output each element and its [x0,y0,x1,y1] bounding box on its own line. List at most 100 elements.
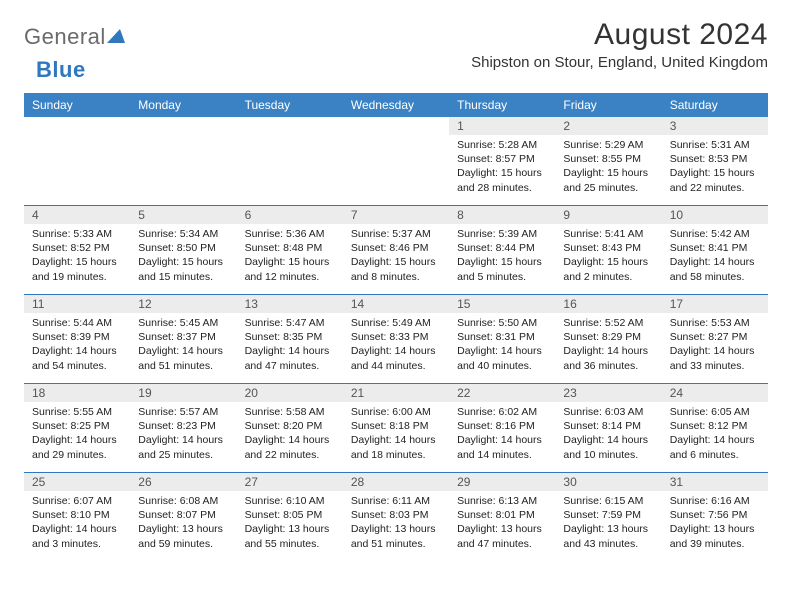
sunset-text: Sunset: 8:57 PM [457,152,547,166]
daylight-line2: and 22 minutes. [245,448,335,462]
daylight-line1: Daylight: 15 hours [32,255,122,269]
daylight-line2: and 18 minutes. [351,448,441,462]
day-detail: Sunrise: 5:42 AMSunset: 8:41 PMDaylight:… [662,224,768,288]
daylight-line2: and 33 minutes. [670,359,760,373]
title-block: August 2024 Shipston on Stour, England, … [471,18,768,71]
daylight-line2: and 2 minutes. [563,270,653,284]
daylight-line1: Daylight: 14 hours [32,344,122,358]
daylight-line2: and 47 minutes. [245,359,335,373]
week-row: 1Sunrise: 5:28 AMSunset: 8:57 PMDaylight… [24,117,768,206]
day-cell: 7Sunrise: 5:37 AMSunset: 8:46 PMDaylight… [343,206,449,294]
sunrise-text: Sunrise: 5:44 AM [32,316,122,330]
daylight-line1: Daylight: 14 hours [670,344,760,358]
sunset-text: Sunset: 8:23 PM [138,419,228,433]
dayhead-mon: Monday [130,93,236,117]
day-number: 8 [449,206,555,224]
week-row: 18Sunrise: 5:55 AMSunset: 8:25 PMDayligh… [24,384,768,473]
day-number: 30 [555,473,661,491]
day-detail: Sunrise: 6:00 AMSunset: 8:18 PMDaylight:… [343,402,449,466]
daylight-line2: and 22 minutes. [670,181,760,195]
daylight-line2: and 59 minutes. [138,537,228,551]
day-detail: Sunrise: 5:28 AMSunset: 8:57 PMDaylight:… [449,135,555,199]
day-cell: 6Sunrise: 5:36 AMSunset: 8:48 PMDaylight… [237,206,343,294]
day-number: 31 [662,473,768,491]
sunrise-text: Sunrise: 6:00 AM [351,405,441,419]
day-number: 25 [24,473,130,491]
daylight-line1: Daylight: 15 hours [138,255,228,269]
daylight-line1: Daylight: 15 hours [457,255,547,269]
sunset-text: Sunset: 8:07 PM [138,508,228,522]
day-cell: 4Sunrise: 5:33 AMSunset: 8:52 PMDaylight… [24,206,130,294]
day-detail: Sunrise: 5:52 AMSunset: 8:29 PMDaylight:… [555,313,661,377]
daylight-line1: Daylight: 14 hours [245,433,335,447]
sunrise-text: Sunrise: 5:41 AM [563,227,653,241]
sunset-text: Sunset: 8:14 PM [563,419,653,433]
sunset-text: Sunset: 8:05 PM [245,508,335,522]
daylight-line1: Daylight: 13 hours [138,522,228,536]
day-detail: Sunrise: 6:16 AMSunset: 7:56 PMDaylight:… [662,491,768,555]
day-number: 15 [449,295,555,313]
day-number: 12 [130,295,236,313]
day-detail: Sunrise: 5:34 AMSunset: 8:50 PMDaylight:… [130,224,236,288]
daylight-line1: Daylight: 15 hours [457,166,547,180]
day-detail: Sunrise: 5:33 AMSunset: 8:52 PMDaylight:… [24,224,130,288]
dayhead-thu: Thursday [449,93,555,117]
daylight-line1: Daylight: 13 hours [670,522,760,536]
day-cell: 11Sunrise: 5:44 AMSunset: 8:39 PMDayligh… [24,295,130,383]
month-title: August 2024 [471,18,768,52]
sunset-text: Sunset: 7:59 PM [563,508,653,522]
daylight-line1: Daylight: 15 hours [245,255,335,269]
sunset-text: Sunset: 8:10 PM [32,508,122,522]
day-cell: 23Sunrise: 6:03 AMSunset: 8:14 PMDayligh… [555,384,661,472]
day-cell: 19Sunrise: 5:57 AMSunset: 8:23 PMDayligh… [130,384,236,472]
sunset-text: Sunset: 8:33 PM [351,330,441,344]
day-cell: 9Sunrise: 5:41 AMSunset: 8:43 PMDaylight… [555,206,661,294]
daylight-line1: Daylight: 14 hours [138,344,228,358]
day-detail: Sunrise: 5:50 AMSunset: 8:31 PMDaylight:… [449,313,555,377]
daylight-line1: Daylight: 13 hours [563,522,653,536]
day-cell: 16Sunrise: 5:52 AMSunset: 8:29 PMDayligh… [555,295,661,383]
dayhead-sat: Saturday [662,93,768,117]
daylight-line2: and 25 minutes. [563,181,653,195]
sunset-text: Sunset: 7:56 PM [670,508,760,522]
day-detail: Sunrise: 5:31 AMSunset: 8:53 PMDaylight:… [662,135,768,199]
day-number: 17 [662,295,768,313]
day-number: 3 [662,117,768,135]
daylight-line1: Daylight: 13 hours [351,522,441,536]
day-detail: Sunrise: 5:29 AMSunset: 8:55 PMDaylight:… [555,135,661,199]
day-number: 18 [24,384,130,402]
sunrise-text: Sunrise: 5:33 AM [32,227,122,241]
sunset-text: Sunset: 8:12 PM [670,419,760,433]
day-cell: 15Sunrise: 5:50 AMSunset: 8:31 PMDayligh… [449,295,555,383]
daylight-line2: and 15 minutes. [138,270,228,284]
sunrise-text: Sunrise: 5:37 AM [351,227,441,241]
day-number [343,117,449,121]
daylight-line1: Daylight: 14 hours [563,344,653,358]
day-detail: Sunrise: 6:02 AMSunset: 8:16 PMDaylight:… [449,402,555,466]
day-cell: 12Sunrise: 5:45 AMSunset: 8:37 PMDayligh… [130,295,236,383]
day-detail: Sunrise: 6:08 AMSunset: 8:07 PMDaylight:… [130,491,236,555]
day-number: 1 [449,117,555,135]
day-cell: 20Sunrise: 5:58 AMSunset: 8:20 PMDayligh… [237,384,343,472]
sunrise-text: Sunrise: 5:42 AM [670,227,760,241]
day-number: 27 [237,473,343,491]
day-cell: 10Sunrise: 5:42 AMSunset: 8:41 PMDayligh… [662,206,768,294]
day-cell: 13Sunrise: 5:47 AMSunset: 8:35 PMDayligh… [237,295,343,383]
daylight-line2: and 47 minutes. [457,537,547,551]
weeks-container: 1Sunrise: 5:28 AMSunset: 8:57 PMDaylight… [24,117,768,561]
daylight-line2: and 25 minutes. [138,448,228,462]
day-number [24,117,130,121]
day-number: 26 [130,473,236,491]
sunset-text: Sunset: 8:43 PM [563,241,653,255]
day-number: 20 [237,384,343,402]
calendar-page: General August 2024 Shipston on Stour, E… [0,0,792,573]
week-row: 11Sunrise: 5:44 AMSunset: 8:39 PMDayligh… [24,295,768,384]
daylight-line1: Daylight: 14 hours [351,433,441,447]
daylight-line1: Daylight: 13 hours [245,522,335,536]
day-header-row: Sunday Monday Tuesday Wednesday Thursday… [24,93,768,117]
logo: General [24,18,125,50]
dayhead-tue: Tuesday [237,93,343,117]
daylight-line2: and 5 minutes. [457,270,547,284]
day-cell: 24Sunrise: 6:05 AMSunset: 8:12 PMDayligh… [662,384,768,472]
day-cell: 31Sunrise: 6:16 AMSunset: 7:56 PMDayligh… [662,473,768,561]
